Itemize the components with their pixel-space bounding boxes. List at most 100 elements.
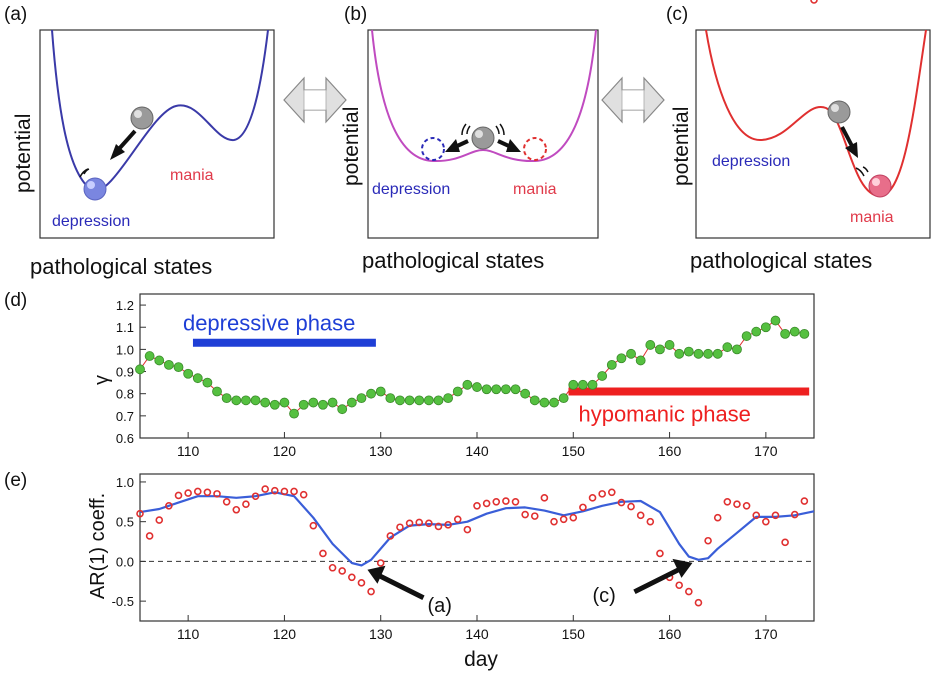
panel-c-frame xyxy=(695,29,931,239)
ar1-point xyxy=(762,517,770,526)
gamma-point xyxy=(558,393,569,404)
ar1-point xyxy=(453,515,462,524)
ar1-point xyxy=(569,513,578,522)
panel-e-ticks: 110 120 130 140 150 160 170 -0.5 0.0 0.5 1.0 xyxy=(112,475,814,642)
ar1-point xyxy=(463,525,472,534)
gamma-point xyxy=(693,348,704,359)
gamma-point xyxy=(202,377,213,388)
panel-c-ball-highlight xyxy=(872,178,880,186)
panel-d-label: (d) xyxy=(4,290,27,311)
panel-d-chart: (d) γ 110 120 130 140 150 160 1700.60.70.80.91… xyxy=(4,290,815,459)
ar1-point xyxy=(704,536,712,545)
panel-e-xlabel: day xyxy=(464,648,498,671)
gamma-point xyxy=(587,379,598,390)
panel-d-ticks: 110 120 130 140 150 160 170 0.6 0.7 0.8 0.9 1.0 1.1 1… xyxy=(116,298,778,459)
panel-d-xtick-label: 120 xyxy=(273,443,297,459)
ar1-point xyxy=(800,497,809,505)
ar1-point xyxy=(723,498,732,506)
ar1-point xyxy=(675,581,684,590)
ar1-point xyxy=(270,486,279,495)
gamma-point xyxy=(144,351,155,361)
ar1-point xyxy=(319,549,327,558)
panel-a: (a) mania depression potential pathologi… xyxy=(4,4,275,279)
panel-d-xtick-label: 170 xyxy=(754,443,778,459)
depressive-phase-label: depressive phase xyxy=(183,311,355,336)
gamma-point xyxy=(703,348,713,359)
gamma-point xyxy=(433,395,444,406)
ar1-point xyxy=(607,488,616,497)
gamma-point xyxy=(549,397,559,408)
gamma-point xyxy=(597,371,608,381)
panel-d-xtick-label: 130 xyxy=(369,443,393,459)
gamma-point xyxy=(183,368,194,379)
panel-e-annotations: (a) (c) xyxy=(367,558,693,617)
ar1-point xyxy=(396,523,404,532)
gamma-point xyxy=(491,384,502,395)
panel-b-arrowhead-left xyxy=(445,139,460,152)
panel-d-ytick-label: 0.6 xyxy=(116,431,134,446)
panel-c-ball-mania xyxy=(868,174,892,198)
gamma-point xyxy=(375,386,386,397)
gamma-point xyxy=(346,397,357,408)
gamma-point xyxy=(308,397,319,408)
panel-d-xtick-label: 160 xyxy=(658,443,682,459)
gamma-point xyxy=(500,384,511,395)
panel-b-vibration-marks xyxy=(461,123,505,136)
panel-e-label: (e) xyxy=(4,470,27,491)
ar1-point xyxy=(213,490,221,498)
ar1-point xyxy=(713,513,722,522)
panel-b-ball xyxy=(471,126,495,150)
ar1-point xyxy=(559,515,568,524)
panel-e-ytick-label: 0.0 xyxy=(116,554,134,569)
panel-b-mania-label: mania xyxy=(513,181,557,198)
panel-d-ytick-label: 1.1 xyxy=(116,320,134,335)
panel-d-xtick-label: 140 xyxy=(465,443,489,459)
ar1-point xyxy=(222,498,231,506)
panel-c-ylabel: potential xyxy=(670,107,693,186)
panel-e-xtick-label: 160 xyxy=(658,626,682,642)
ar1-point xyxy=(482,499,491,508)
panel-d-ylabel: γ xyxy=(91,375,113,385)
ar1-point xyxy=(550,517,558,526)
gamma-point xyxy=(212,386,222,397)
gamma-point xyxy=(760,322,771,333)
gamma-point xyxy=(606,359,617,370)
panel-d-xtick-label: 150 xyxy=(562,443,586,459)
panel-e-ytick-label: 0.5 xyxy=(116,515,134,530)
gamma-point xyxy=(366,388,376,399)
panel-e-ylabel: AR(1) coeff. xyxy=(87,493,109,599)
gamma-point xyxy=(683,346,694,357)
gamma-point xyxy=(337,404,348,415)
ar1-point xyxy=(790,510,799,519)
panel-a-depression-label: depression xyxy=(52,213,130,230)
gamma-point xyxy=(789,326,800,337)
panel-b-xlabel: pathological states xyxy=(362,248,544,273)
gamma-point xyxy=(154,355,165,366)
ar1-point xyxy=(232,505,241,514)
annotation-a-arrowhead xyxy=(367,565,386,584)
ar1-point xyxy=(280,487,289,496)
panel-d-annotations: depressive phase hypomanic phase xyxy=(183,311,810,426)
ar1-point xyxy=(367,587,375,596)
gamma-point xyxy=(510,384,521,395)
ar1-point xyxy=(348,573,356,582)
gamma-point xyxy=(260,397,271,408)
panel-a-mania-label: mania xyxy=(170,167,214,184)
gamma-point xyxy=(452,386,463,397)
ar1-point xyxy=(415,518,424,527)
panel-b-arrowhead-right xyxy=(506,139,521,152)
panel-d-ytick-label: 0.9 xyxy=(116,365,134,380)
ar1-point xyxy=(521,510,529,519)
ar1-point xyxy=(299,490,308,499)
gamma-point xyxy=(664,340,675,350)
panel-c-ball-top xyxy=(827,100,851,124)
transition-arrow-bc xyxy=(601,76,665,124)
panel-a-arrowhead xyxy=(110,144,125,160)
gamma-point xyxy=(173,362,184,373)
panel-b-depression-label: depression xyxy=(372,181,450,198)
ar1-point xyxy=(598,490,606,498)
gamma-point xyxy=(780,328,791,339)
gamma-point xyxy=(395,395,405,406)
panel-c-depression-label: depression xyxy=(712,153,790,170)
gamma-point xyxy=(732,344,742,355)
